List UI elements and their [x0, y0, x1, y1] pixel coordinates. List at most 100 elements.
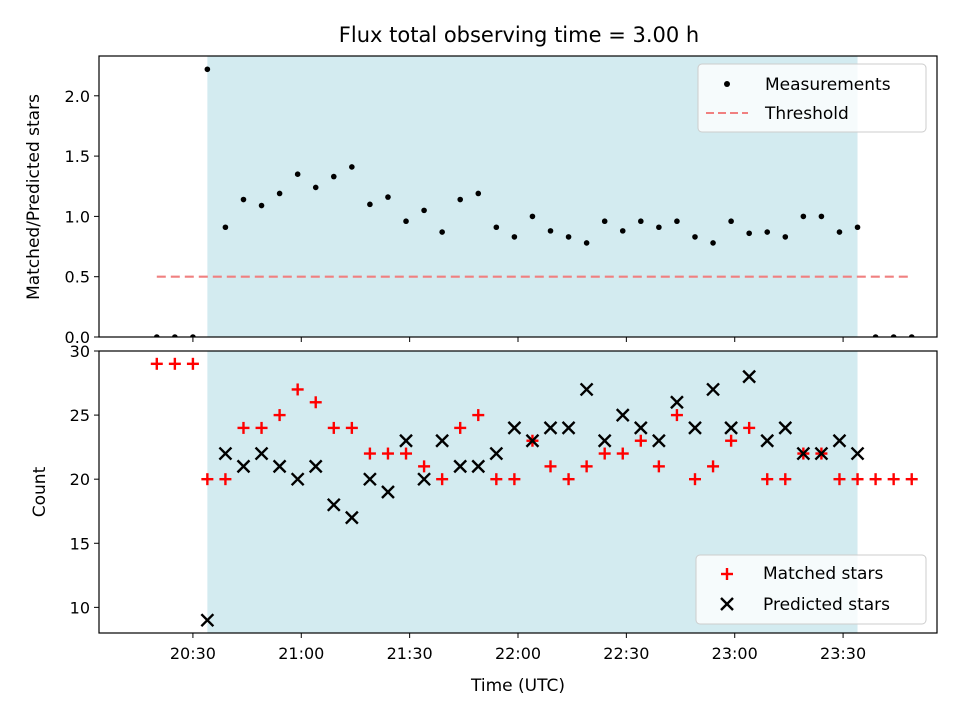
matched-point: [508, 473, 521, 486]
predicted-point: [489, 446, 504, 461]
predicted-point: [597, 433, 612, 448]
measurement-point: [601, 218, 608, 225]
count-legend: Matched stars Predicted stars: [695, 554, 927, 625]
predicted-point: [344, 510, 359, 525]
measurement-point: [746, 230, 752, 237]
measurement-point: [294, 171, 301, 177]
measurement-point: [890, 334, 897, 337]
predicted-point: [236, 459, 251, 474]
y-tick-label: 15: [70, 534, 90, 553]
matched-point: [201, 473, 214, 486]
predicted-point: [453, 459, 468, 474]
predicted-point: [670, 395, 684, 410]
predicted-point: [706, 382, 720, 397]
y-tick-label: 2.0: [65, 87, 90, 106]
x-tick-label: 23:00: [712, 644, 758, 663]
measurement-point: [421, 207, 427, 214]
matched-point: [186, 357, 199, 370]
measurement-point: [764, 229, 771, 235]
x-tick-label: 22:30: [603, 644, 649, 663]
predicted-point: [814, 446, 829, 461]
predicted-point: [471, 459, 486, 474]
measurement-point: [710, 240, 716, 246]
predicted-point: [290, 472, 305, 487]
predicted-point: [399, 433, 413, 448]
x-axis-label: Time (UTC): [470, 676, 565, 696]
matched-point: [219, 473, 232, 486]
predicted-point: [615, 408, 630, 422]
predicted-point: [218, 446, 233, 461]
matched-point: [472, 409, 485, 422]
matched-point: [634, 434, 647, 447]
y-tick-label: 1.0: [65, 207, 90, 226]
matched-point: [345, 421, 358, 434]
count-x-ticks: 20:30 21:00 21:30 22:00 22:30 23:00 23:30: [170, 633, 866, 663]
matched-point: [255, 421, 268, 434]
measurement-point: [190, 334, 196, 337]
y-tick-label: 0.5: [65, 268, 90, 287]
measurement-point: [475, 190, 482, 197]
measurement-point: [583, 240, 590, 246]
y-tick-label: 30: [70, 342, 90, 361]
y-tick-label: 20: [70, 470, 90, 489]
matched-point: [291, 383, 304, 396]
measurement-point: [656, 224, 662, 231]
matched-point: [150, 357, 163, 370]
predicted-point: [363, 472, 377, 487]
matched-point: [454, 421, 467, 434]
count-panel: 10 15 20 25 30 20:30 21:00 21:30 22:00 22:30 23:0…: [30, 342, 938, 696]
measurement-point: [276, 190, 283, 197]
x-tick-label: 21:00: [278, 644, 324, 663]
measurement-point: [565, 234, 572, 240]
x-tick-label: 20:30: [170, 644, 216, 663]
measurements-legend-marker: [724, 81, 730, 87]
matched-point: [779, 473, 792, 486]
matched-point: [381, 447, 394, 460]
measurement-point: [385, 194, 391, 200]
measurement-point: [674, 218, 680, 225]
measurement-point: [728, 218, 734, 225]
measurement-point: [172, 334, 178, 337]
ratio-plot-frame: [98, 55, 938, 338]
measurements-legend-label: Measurements: [765, 75, 891, 95]
matched-point: [544, 460, 557, 473]
ratio-panel: 0.00.51.01.52.0 Matched/Predicted stars …: [24, 55, 938, 347]
matched-point: [418, 460, 431, 473]
measurement-point: [908, 334, 915, 337]
predicted-point: [850, 446, 865, 461]
predicted-legend-marker: [720, 597, 734, 611]
measurement-point: [258, 202, 265, 209]
matched-point: [598, 447, 611, 460]
measurement-point: [818, 213, 825, 220]
predicted-point: [633, 421, 648, 435]
x-tick-label: 21:30: [387, 644, 433, 663]
matched-point: [869, 473, 882, 486]
ratio-y-axis-label: Matched/Predicted stars: [24, 94, 44, 300]
measurement-point: [511, 234, 518, 240]
measurement-point: [619, 228, 626, 234]
measurement-point: [782, 234, 789, 240]
ratio-y-ticks: 0.0 0.5 1.0 1.5 2.0: [65, 87, 99, 347]
matched-stars-series: [150, 357, 918, 486]
measurement-point: [367, 201, 373, 208]
matched-point: [616, 447, 629, 460]
matched-point: [851, 473, 864, 486]
predicted-point: [525, 433, 540, 448]
measurement-point: [349, 164, 355, 170]
predicted-point: [688, 421, 702, 435]
matched-point: [490, 473, 503, 486]
measurement-point: [240, 196, 247, 203]
y-tick-label: 0.0: [65, 328, 90, 347]
y-tick-label: 25: [70, 406, 90, 425]
matched-point: [363, 447, 376, 460]
measurement-point: [204, 66, 211, 73]
measurement-point: [457, 196, 464, 203]
matched-point: [327, 421, 340, 434]
matched-point: [436, 473, 449, 486]
matched-point: [761, 473, 774, 486]
matched-point: [905, 473, 918, 486]
ratio-legend: Measurements Threshold: [697, 63, 927, 133]
measurement-point: [493, 224, 500, 231]
predicted-point: [507, 421, 522, 435]
